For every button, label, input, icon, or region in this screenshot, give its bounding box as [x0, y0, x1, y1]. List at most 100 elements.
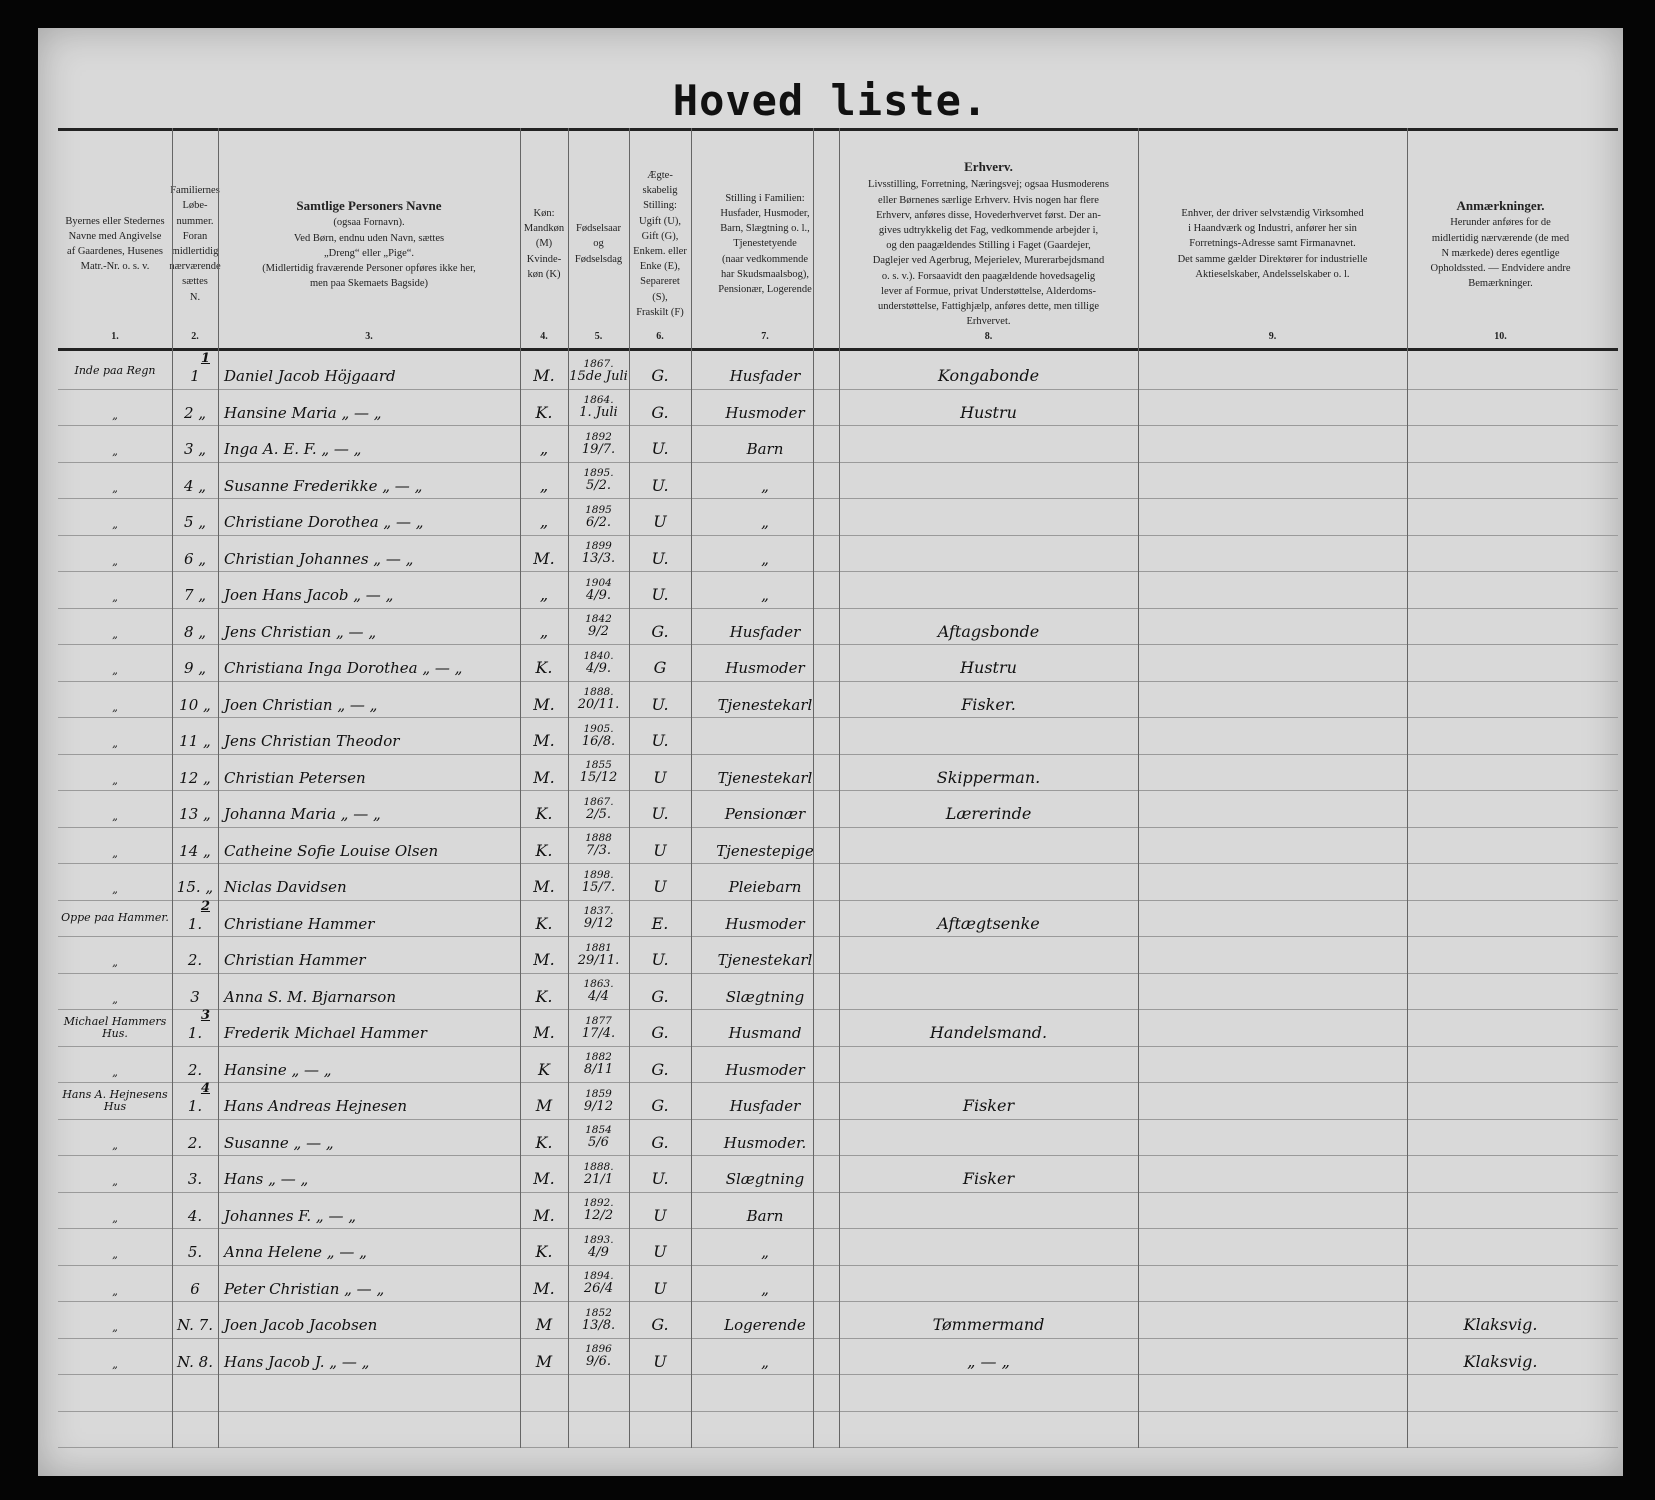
cell-position: Slægtning [725, 987, 805, 1006]
birth-day: 15/12 [579, 770, 618, 786]
cell-sex: K. [535, 1242, 553, 1261]
column-header-line: Foran [182, 230, 208, 242]
cell-remarks [1407, 353, 1594, 389]
cell-remarks [1407, 463, 1594, 499]
table-row: „ 13 „ Johanna Maria „ — „ K. 1867. 2/5. U. Pen… [58, 791, 1618, 828]
column-header-line: Fraskilt (F) [636, 306, 684, 318]
cell-marital: G. [651, 1132, 669, 1152]
cell-name: Hans Jacob J. „ — „ [224, 1352, 370, 1371]
cell-no: 10 „ [179, 695, 211, 714]
cell-marital: G. [651, 366, 669, 385]
cell-birth: 1837. 9/12 [568, 901, 629, 937]
cell-place: „ [112, 591, 118, 604]
cell-remarks [1407, 1010, 1594, 1046]
column-header-line: nummer. [176, 215, 214, 227]
cell-sex: M. [533, 950, 555, 969]
cell-occupation [839, 1266, 1138, 1302]
cell-name: Christiana Inga Dorothea „ — „ [224, 659, 463, 677]
cell-name: Niclas Davidsen [224, 878, 347, 896]
table-row: Michael Hammers Hus. 1. 3 Frederik Michael … [58, 1008, 1618, 1047]
cell-birth: 1894. 26/4 [568, 1266, 629, 1302]
column-header-line: Navne med Angivelse [68, 230, 162, 242]
cell-occupation: Fisker. [961, 694, 1016, 714]
cell-name: Susanne Frederikke „ — „ [224, 476, 423, 495]
column-header-line: Bemærkninger. [1468, 278, 1533, 290]
column-header-line: Husfader, Husmoder, [720, 207, 810, 219]
cell-sex: „ [539, 475, 549, 495]
column-header-line: Stilling i Familien: [725, 192, 805, 204]
cell-occupation: Fisker [962, 1169, 1015, 1188]
birth-day: 17/4. [581, 1025, 616, 1041]
birth-day: 4/4 [588, 989, 609, 1005]
cell-place: Michael Hammers Hus. [63, 1014, 167, 1040]
cell-occupation [839, 426, 1138, 462]
cell-no: 8 „ [183, 622, 207, 641]
cell-occupation [839, 828, 1138, 864]
column-header-line: Ugift (U), [639, 215, 681, 227]
column-header-1: Byernes eller Stedernes Navne med Angivel… [58, 133, 172, 355]
column-header-line: Erhvervet. [966, 316, 1011, 328]
cell-marital: G. [651, 1315, 669, 1334]
column-number: 8. [984, 331, 993, 342]
column-divider [172, 128, 173, 1448]
cell-remarks [1407, 901, 1594, 937]
cell-position: Barn [746, 440, 784, 458]
cell-birth: 1898. 15/7. [568, 864, 629, 900]
column-number: 4. [540, 331, 548, 342]
column-header-line: men paa Skemaets Bagside) [309, 278, 429, 290]
cell-remarks [1407, 682, 1594, 718]
cell-position: Husfader [729, 1097, 801, 1115]
cell-occupation [839, 974, 1138, 1010]
cell-position: Husmoder [725, 1060, 805, 1079]
cell-position: „ [761, 1279, 769, 1298]
header-bottom-rule [58, 348, 1618, 351]
cell-place: „ [112, 1138, 118, 1152]
column-header-line: og den paagældendes Stilling i Faget (Ga… [886, 240, 1091, 252]
column-header-line: Herunder anføres for de [1450, 217, 1551, 229]
column-header-line: understøttelse, Fattighjælp, anføres det… [877, 301, 1100, 313]
cell-marital: U [653, 767, 667, 787]
cell-birth: 1888. 21/1 [568, 1156, 629, 1192]
cell-occupation [839, 572, 1138, 608]
table-row: „ 3 Anna S. M. Bjarnarson K. 1863. 4/4 G. Slægt… [58, 974, 1618, 1010]
column-header-8: Erhverv. Livsstilling, Forretning, Næring… [839, 133, 1138, 355]
cell-occupation [839, 718, 1138, 754]
cell-name: Peter Christian „ — „ [224, 1279, 385, 1298]
cell-no: 5 „ [183, 513, 207, 531]
cell-marital: E. [651, 913, 669, 933]
cell-no: 12 „ [179, 768, 211, 787]
cell-no: 4. [187, 1206, 203, 1225]
cell-name: Jens Christian Theodor [224, 732, 400, 750]
cell-place: „ [112, 1357, 118, 1371]
cell-position: Husmoder [725, 659, 805, 677]
table-row: „ 6 „ Christian Johannes „ — „ M. 1899 13/3. U… [58, 536, 1618, 572]
cell-marital: U. [651, 731, 669, 750]
cell-place: „ [112, 554, 118, 568]
column-header-line: Barn, Slægtning o. l., [720, 223, 810, 235]
cell-position: Husmoder [725, 914, 805, 933]
birth-year: 1895. [583, 467, 614, 479]
cell-remarks [1407, 1193, 1594, 1229]
cell-marital: U. [651, 694, 669, 714]
cell-sex: K. [535, 913, 553, 933]
cell-name: Hans „ — „ [224, 1170, 309, 1188]
cell-marital: U. [651, 548, 669, 568]
cell-occupation [839, 1047, 1138, 1083]
table-row: „ 5. Anna Helene „ — „ K. 1893. 4/9 U „ [58, 1229, 1618, 1266]
column-header-line: N mærkede) deres egentlige [1441, 247, 1560, 259]
table-row: „ 3. Hans „ — „ M. 1888. 21/1 U. Slægtning Fiske… [58, 1156, 1618, 1193]
cell-place: „ [112, 1175, 118, 1188]
cell-no: 6 „ [183, 549, 207, 568]
column-header-line: Fødselsaar [576, 223, 621, 235]
cell-remarks [1407, 1047, 1594, 1083]
birth-day: 13/8. [581, 1317, 616, 1333]
cell-place: Oppe paa Hammer. [61, 911, 169, 925]
cell-no: N. 8. [176, 1352, 213, 1371]
cell-no: 3 [190, 987, 200, 1006]
cell-birth: 1855 15/12 [568, 755, 629, 791]
column-header-title: Anmærkninger. [1456, 197, 1545, 213]
cell-name: Inga A. E. F. „ — „ [224, 440, 362, 458]
column-header-line: Familiernes [170, 185, 220, 197]
cell-marital: G. [651, 621, 669, 641]
column-divider [568, 128, 569, 1448]
